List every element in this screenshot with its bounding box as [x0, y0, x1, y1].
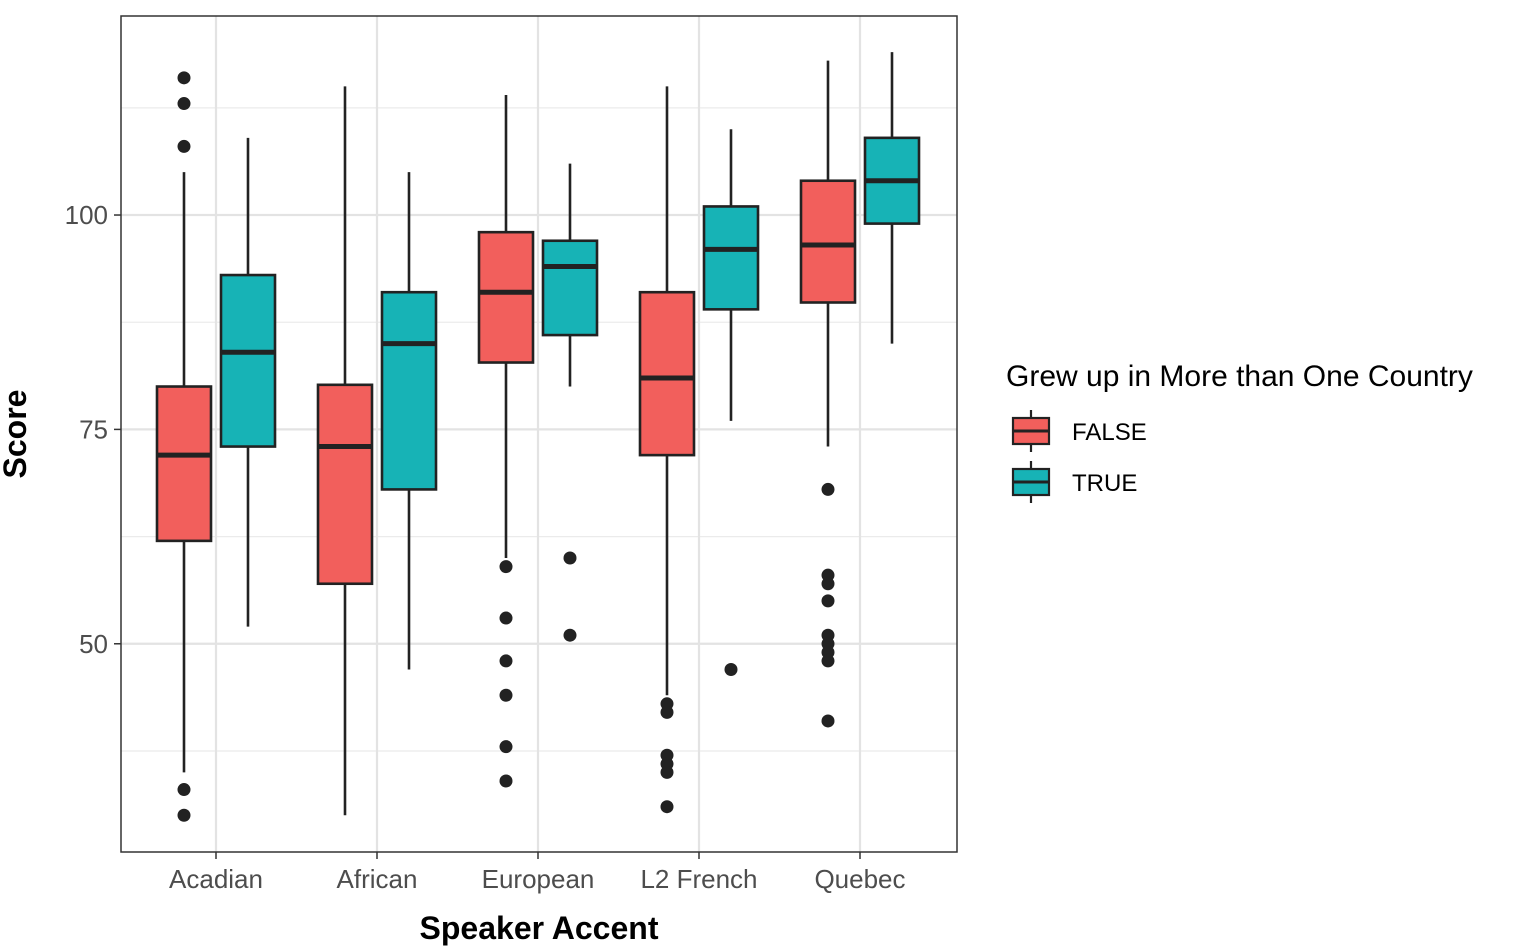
- y-tick-label: 100: [65, 200, 108, 230]
- outlier-point: [724, 663, 738, 676]
- x-tick-label: African: [337, 864, 418, 894]
- x-tick-label: Acadian: [169, 864, 263, 894]
- outlier-point: [177, 783, 191, 797]
- outlier-point: [177, 97, 191, 111]
- box-iqr: [316, 383, 374, 586]
- box-iqr: [541, 239, 599, 337]
- outlier-point: [563, 551, 577, 565]
- outlier-point: [821, 654, 835, 668]
- x-tick-label: L2 French: [640, 864, 757, 894]
- x-axis-title: Speaker Accent: [420, 910, 659, 946]
- y-axis-title: Score: [0, 390, 33, 479]
- box-true-l2-french: [702, 129, 760, 676]
- outlier-point: [563, 628, 577, 642]
- box-false-acadian: [155, 71, 213, 822]
- outlier-point: [499, 611, 513, 625]
- outlier-point: [177, 139, 191, 153]
- box-iqr: [380, 290, 438, 491]
- outlier-point: [660, 800, 674, 814]
- legend-item-false: FALSE: [1011, 410, 1147, 452]
- box-iqr: [702, 205, 760, 311]
- box-true-quebec: [863, 52, 921, 344]
- outlier-point: [177, 71, 191, 85]
- plot-panel-border: [120, 15, 958, 853]
- outlier-point: [821, 594, 835, 608]
- legend-label: TRUE: [1072, 470, 1137, 497]
- outlier-point: [499, 688, 513, 702]
- legend: Grew up in More than One Country FALSE TR…: [1006, 360, 1473, 503]
- legend-items: FALSE TRUE: [1011, 410, 1147, 503]
- outlier-point: [499, 740, 513, 754]
- box-true-european: [541, 163, 599, 642]
- outlier-point: [821, 482, 835, 496]
- box-true-african: [380, 172, 438, 670]
- box-iqr: [638, 290, 696, 457]
- legend-label: FALSE: [1072, 419, 1147, 446]
- box-iqr: [155, 385, 213, 543]
- box-false-african: [316, 86, 374, 816]
- outlier-point: [821, 577, 835, 591]
- box-false-european: [477, 94, 535, 788]
- box-true-acadian: [219, 137, 277, 627]
- box-iqr: [477, 230, 535, 364]
- y-tick-label: 50: [79, 629, 108, 659]
- box-false-l2-french: [638, 86, 696, 814]
- axes: 50 75 100 Acadian African European L2 French Qu…: [65, 200, 906, 894]
- x-tick-label: European: [482, 864, 595, 894]
- outlier-point: [499, 774, 513, 788]
- box-iqr: [219, 273, 277, 448]
- outlier-point: [499, 560, 513, 574]
- box-iqr: [799, 179, 857, 304]
- outlier-point: [660, 705, 674, 719]
- outlier-point: [660, 765, 674, 779]
- box-false-quebec: [799, 60, 857, 728]
- legend-item-true: TRUE: [1011, 461, 1137, 503]
- x-tick-label: Quebec: [814, 864, 905, 894]
- outlier-point: [499, 654, 513, 668]
- outlier-point: [821, 714, 835, 728]
- y-tick-label: 75: [79, 414, 108, 444]
- box-plots: [155, 52, 921, 822]
- outlier-point: [177, 808, 191, 822]
- legend-title: Grew up in More than One Country: [1006, 360, 1473, 393]
